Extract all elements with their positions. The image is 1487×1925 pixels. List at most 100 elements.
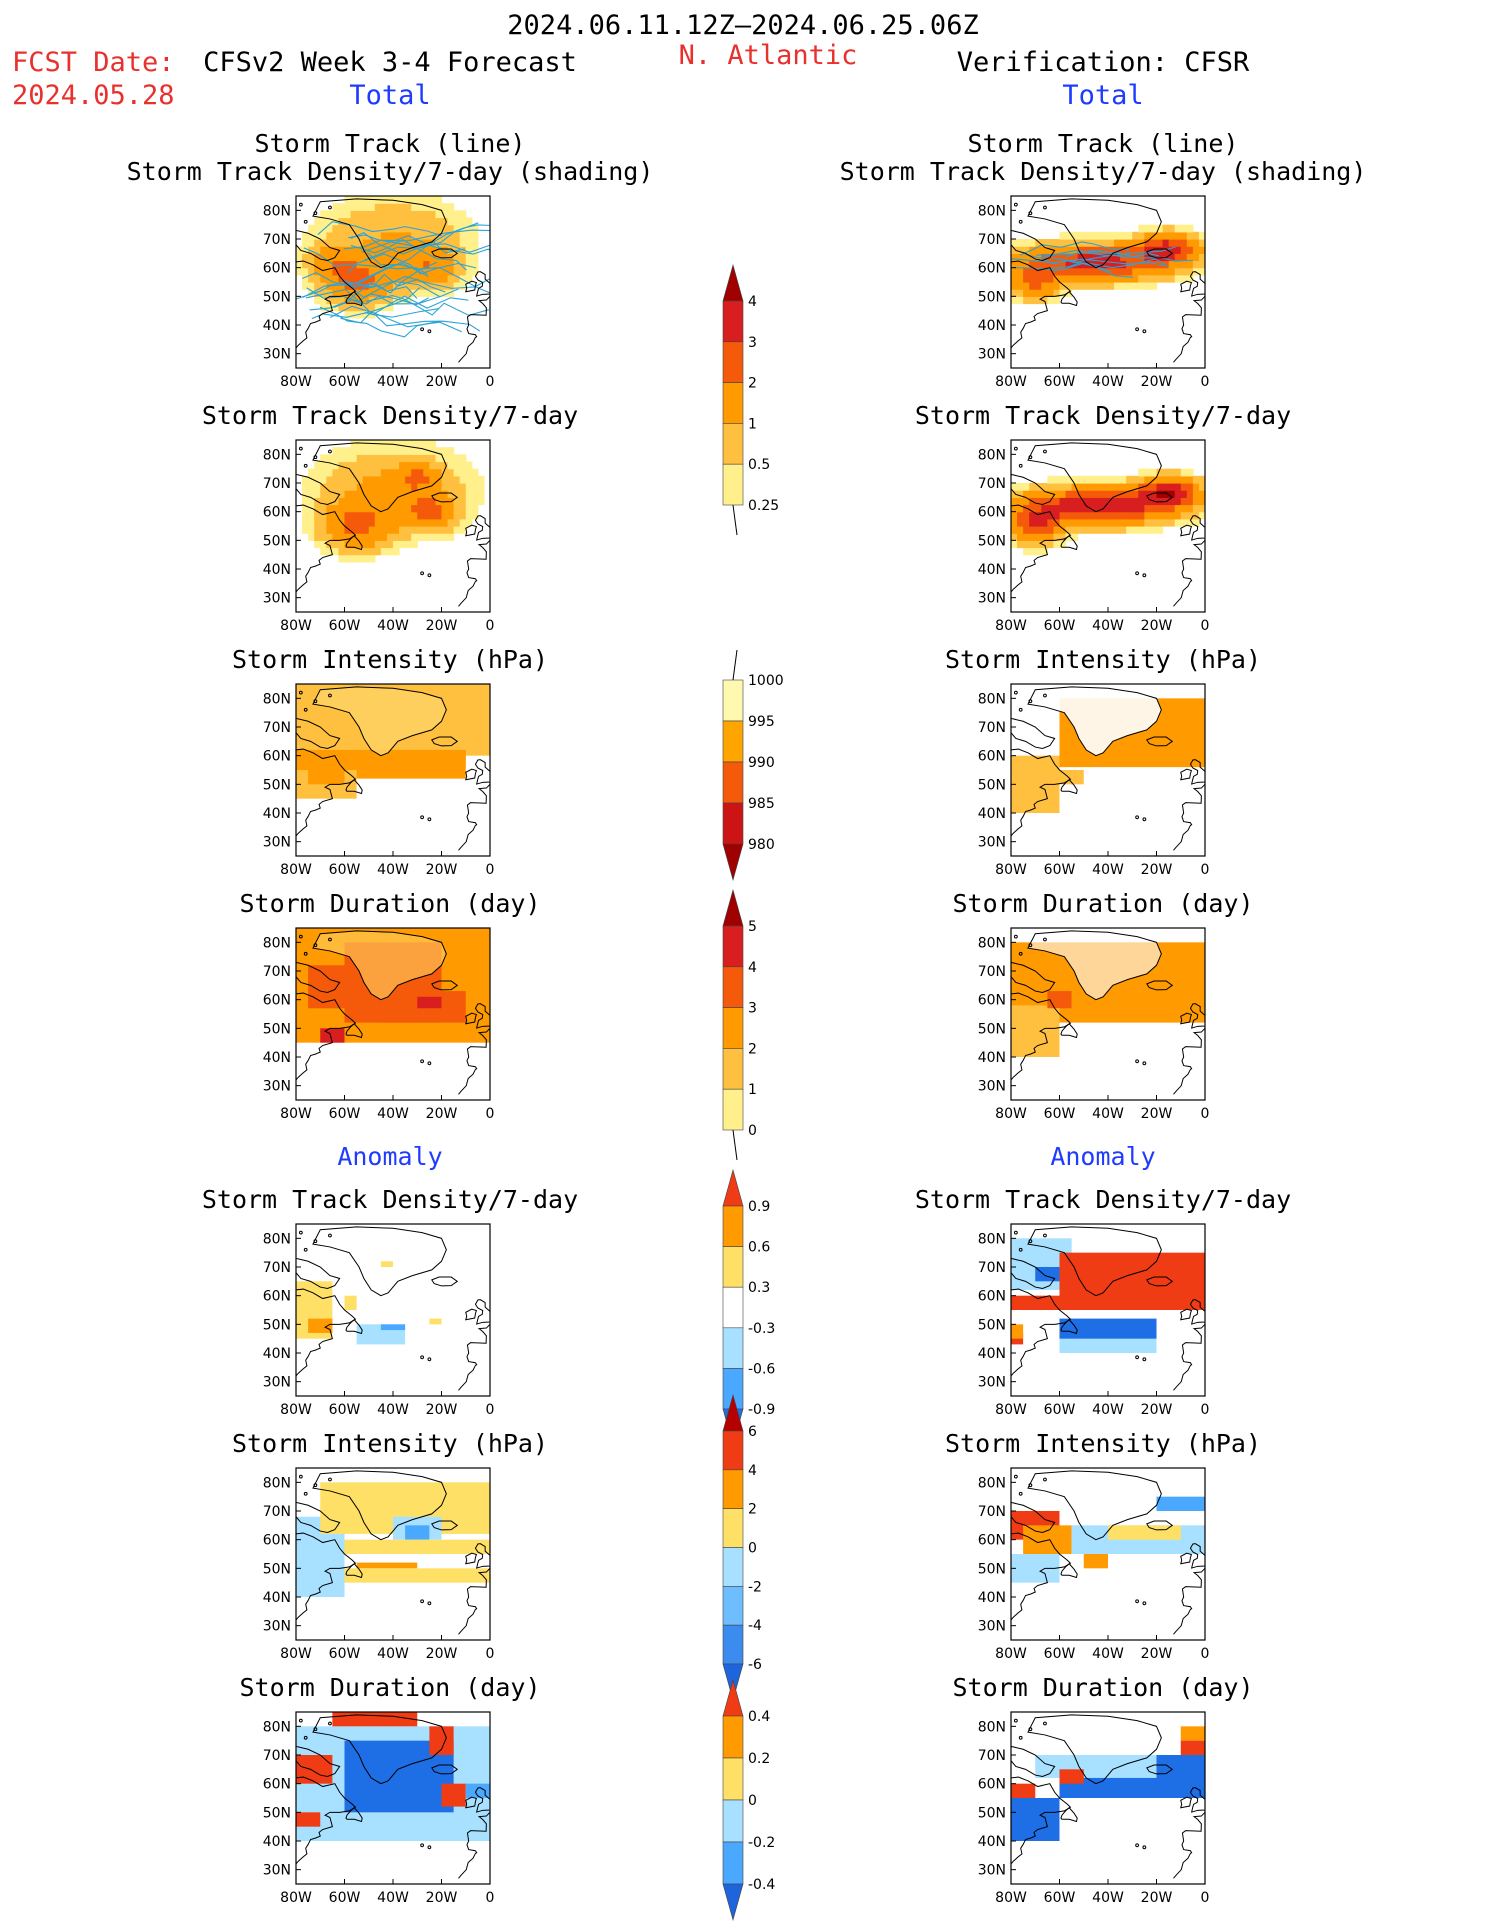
colorbar-label: 0.5 — [748, 457, 770, 473]
region-title: N. Atlantic — [678, 40, 858, 71]
lat-tick-label: 50N — [263, 1021, 291, 1037]
map-panel-duration-right: 80N 70N 60N 50N 40N 30N 80W 60W 40W 20W 0 — [978, 927, 1209, 1122]
colorbar-label: 0 — [748, 1793, 757, 1809]
title-duration-right: Storm Duration (day) — [952, 889, 1254, 918]
lat-tick-label: 70N — [978, 720, 1006, 736]
lat-tick-label: 50N — [263, 777, 291, 793]
lon-tick-label: 20W — [1141, 618, 1173, 634]
lat-tick-label: 40N — [263, 318, 291, 334]
lat-tick-label: 30N — [978, 591, 1006, 607]
colorbar-label: 0.2 — [748, 1751, 770, 1767]
colorbar-label: 0 — [748, 1123, 757, 1139]
map-panel-track-left: 80N 70N 60N 50N 40N 30N 80W 60W 40W 20W 0 — [263, 195, 495, 390]
lat-tick-label: 50N — [978, 1317, 1006, 1333]
colorbar-label: 1 — [748, 416, 757, 432]
lat-tick-label: 30N — [978, 1079, 1006, 1095]
lat-tick-label: 50N — [978, 1021, 1006, 1037]
lon-tick-label: 0 — [486, 618, 495, 634]
map-panel-anom-density-left: 80N 70N 60N 50N 40N 30N 80W 60W 40W 20W 0 — [263, 1223, 494, 1418]
lat-tick-label: 30N — [263, 1079, 291, 1095]
map-panel-intensity-right: 80N 70N 60N 50N 40N 30N 80W 60W 40W 20W 0 — [978, 683, 1209, 878]
colorbar-label: 1000 — [748, 673, 784, 689]
map-panel-density-right: 80N 70N 60N 50N 40N 30N 80W 60W 40W 20W 0 — [978, 439, 1210, 634]
lat-tick-label: 30N — [263, 591, 291, 607]
lon-tick-label: 40W — [377, 1890, 409, 1906]
lon-tick-label: 60W — [1044, 862, 1076, 878]
map-panel-intensity-left: 80N 70N 60N 50N 40N 30N 80W 60W 40W 20W 0 — [263, 683, 494, 878]
lon-tick-label: 20W — [1141, 862, 1173, 878]
lat-tick-label: 40N — [978, 318, 1006, 334]
colorbar-label: 980 — [748, 837, 775, 853]
lat-tick-label: 70N — [263, 476, 291, 492]
lat-tick-label: 80N — [263, 203, 291, 219]
title-density-left: Storm Track Density/7-day — [201, 401, 579, 430]
lat-tick-label: 50N — [263, 1561, 291, 1577]
lat-tick-label: 80N — [978, 203, 1006, 219]
lon-tick-label: 0 — [1201, 1890, 1210, 1906]
title-anom-intensity-left: Storm Intensity (hPa) — [231, 1429, 549, 1458]
lat-tick-label: 30N — [978, 835, 1006, 851]
lon-tick-label: 40W — [377, 1106, 409, 1122]
lon-tick-label: 0 — [486, 1646, 495, 1662]
fcst-date-value: 2024.05.28 — [12, 80, 175, 111]
lon-tick-label: 40W — [377, 1646, 409, 1662]
lon-tick-label: 20W — [1141, 374, 1173, 390]
lon-tick-label: 20W — [1141, 1646, 1173, 1662]
lon-tick-label: 40W — [377, 374, 409, 390]
lon-tick-label: 40W — [1092, 1106, 1124, 1122]
map-panel-anom-duration-right: 80N 70N 60N 50N 40N 30N 80W 60W 40W 20W 0 — [978, 1711, 1210, 1906]
lat-tick-label: 80N — [978, 691, 1006, 707]
lat-tick-label: 30N — [263, 1863, 291, 1879]
lon-tick-label: 80W — [280, 1890, 312, 1906]
lon-tick-label: 20W — [426, 374, 458, 390]
lon-tick-label: 60W — [1044, 1646, 1076, 1662]
lat-tick-label: 80N — [263, 691, 291, 707]
anomaly-label-left: Anomaly — [337, 1142, 443, 1171]
lat-tick-label: 40N — [263, 806, 291, 822]
fcst-date-label: FCST Date: — [12, 47, 175, 78]
lat-tick-label: 60N — [263, 505, 291, 521]
lon-tick-label: 80W — [995, 1402, 1027, 1418]
lon-tick-label: 60W — [1044, 1106, 1076, 1122]
colorbar-label: 985 — [748, 796, 775, 812]
lat-tick-label: 30N — [978, 1619, 1006, 1635]
lon-tick-label: 80W — [280, 1106, 312, 1122]
lon-tick-label: 20W — [426, 1890, 458, 1906]
map-panel-track-right: 80N 70N 60N 50N 40N 30N 80W 60W 40W 20W 0 — [978, 195, 1210, 390]
lat-tick-label: 70N — [978, 1504, 1006, 1520]
lon-tick-label: 20W — [1141, 1890, 1173, 1906]
lat-tick-label: 60N — [978, 1533, 1006, 1549]
lon-tick-label: 0 — [486, 374, 495, 390]
lat-tick-label: 60N — [263, 749, 291, 765]
total-label-right: Total — [1062, 80, 1144, 111]
lon-tick-label: 60W — [329, 1646, 361, 1662]
lat-tick-label: 40N — [978, 562, 1006, 578]
lon-tick-label: 60W — [1044, 1402, 1076, 1418]
lon-tick-label: 0 — [1201, 618, 1210, 634]
lon-tick-label: 80W — [995, 862, 1027, 878]
lat-tick-label: 60N — [263, 1289, 291, 1305]
lon-tick-label: 60W — [329, 374, 361, 390]
title-track-shading-left: Storm Track Density/7-day (shading) — [126, 157, 654, 186]
title-anom-density-left: Storm Track Density/7-day — [201, 1185, 579, 1214]
lon-tick-label: 0 — [486, 1890, 495, 1906]
colorbar-label: -2 — [748, 1579, 762, 1595]
lat-tick-label: 80N — [263, 1475, 291, 1491]
colorbar-label: 2 — [748, 1502, 757, 1518]
colorbar-label: 0.3 — [748, 1280, 770, 1296]
lon-tick-label: 0 — [1201, 1646, 1210, 1662]
title-track-shading-right: Storm Track Density/7-day (shading) — [839, 157, 1367, 186]
lon-tick-label: 80W — [280, 1646, 312, 1662]
title-intensity-left: Storm Intensity (hPa) — [231, 645, 549, 674]
lat-tick-label: 60N — [978, 993, 1006, 1009]
lon-tick-label: 0 — [1201, 374, 1210, 390]
lat-tick-label: 80N — [263, 447, 291, 463]
lat-tick-label: 50N — [978, 533, 1006, 549]
lat-tick-label: 30N — [263, 1375, 291, 1391]
lon-tick-label: 40W — [1092, 618, 1124, 634]
lon-tick-label: 40W — [377, 1402, 409, 1418]
lat-tick-label: 60N — [263, 993, 291, 1009]
colorbar-anom-duration: 0.4 0.2 0 -0.2 -0.4 — [722, 1678, 775, 1922]
lon-tick-label: 80W — [995, 1646, 1027, 1662]
lat-tick-label: 50N — [978, 1561, 1006, 1577]
